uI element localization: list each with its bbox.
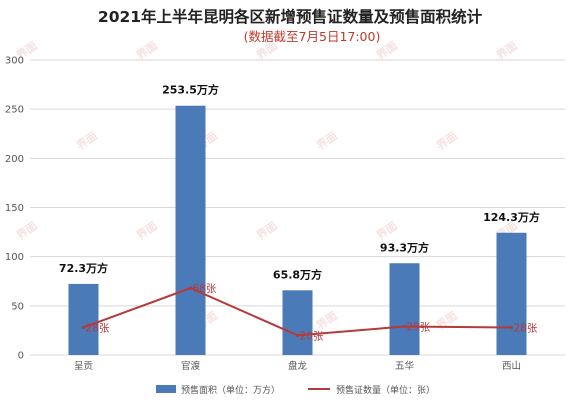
x-tick-label: 呈贡 [74, 361, 93, 372]
legend: 预售面积（单位：万方） 预售证数量（单位：张） [156, 384, 435, 396]
legend-bar-label: 预售面积（单位：万方） [181, 384, 280, 396]
line-point [296, 333, 299, 337]
chart-title: 2021年上半年昆明各区新增预售证数量及预售面积统计 [98, 7, 483, 26]
y-tick-label: 0 [18, 351, 24, 362]
bar [496, 232, 527, 355]
y-tick-label: 100 [5, 252, 24, 263]
axis-ticks: 0 50 100 150 200 250 300 呈贡 官渡 盘龙 五华 西山 [5, 56, 521, 373]
y-tick-label: 300 [5, 56, 24, 67]
line-data-label: 28张 [514, 322, 538, 334]
bar-data-label: 253.5万方 [162, 83, 219, 97]
watermark-text: 界面 [254, 219, 279, 242]
y-tick-label: 150 [5, 203, 24, 214]
y-tick-label: 200 [5, 154, 24, 165]
bar [282, 290, 313, 355]
legend-line-label: 预售证数量（单位：张） [336, 384, 435, 396]
bar [389, 263, 420, 355]
line-point [189, 286, 192, 290]
line-data-label: 20张 [300, 330, 324, 342]
line-point [510, 325, 513, 329]
legend-bar-swatch [156, 385, 176, 393]
line-point [403, 324, 406, 328]
watermark-text: 界面 [434, 309, 459, 332]
watermark-text: 界面 [74, 129, 99, 152]
bar-data-label: 72.3万方 [59, 261, 108, 275]
bar [175, 105, 206, 355]
data-labels: 72.3万方 253.5万方 65.8万方 93.3万方 124.3万方 28张 68张 20… [59, 83, 540, 343]
line-data-label: 68张 [193, 283, 217, 295]
bar [68, 283, 99, 355]
bar-data-label: 65.8万方 [273, 267, 322, 281]
watermark-text: 界面 [14, 219, 39, 242]
watermark-text: 界面 [434, 129, 459, 152]
x-tick-label: 官渡 [181, 360, 201, 372]
watermark-text: 界面 [494, 39, 519, 62]
y-tick-label: 50 [11, 301, 24, 312]
watermark-text: 界面 [314, 129, 339, 152]
bar-series [68, 105, 527, 355]
line-data-label: 29张 [407, 321, 431, 333]
chart-subtitle: (数据截至7月5日17:00) [244, 29, 381, 44]
line-series [82, 286, 513, 337]
x-tick-label: 盘龙 [288, 360, 308, 372]
y-tick-label: 250 [5, 105, 24, 116]
line-point [82, 325, 85, 329]
bar-data-label: 93.3万方 [380, 240, 429, 254]
watermark-text: 界面 [134, 39, 159, 62]
watermark-text: 界面 [314, 309, 339, 332]
watermark-text: 界面 [134, 219, 159, 242]
x-tick-label: 西山 [502, 361, 521, 372]
bar-data-label: 124.3万方 [483, 210, 540, 224]
line-data-label: 28张 [86, 322, 110, 334]
x-tick-label: 五华 [395, 360, 415, 372]
watermark-text: 界面 [374, 219, 399, 242]
